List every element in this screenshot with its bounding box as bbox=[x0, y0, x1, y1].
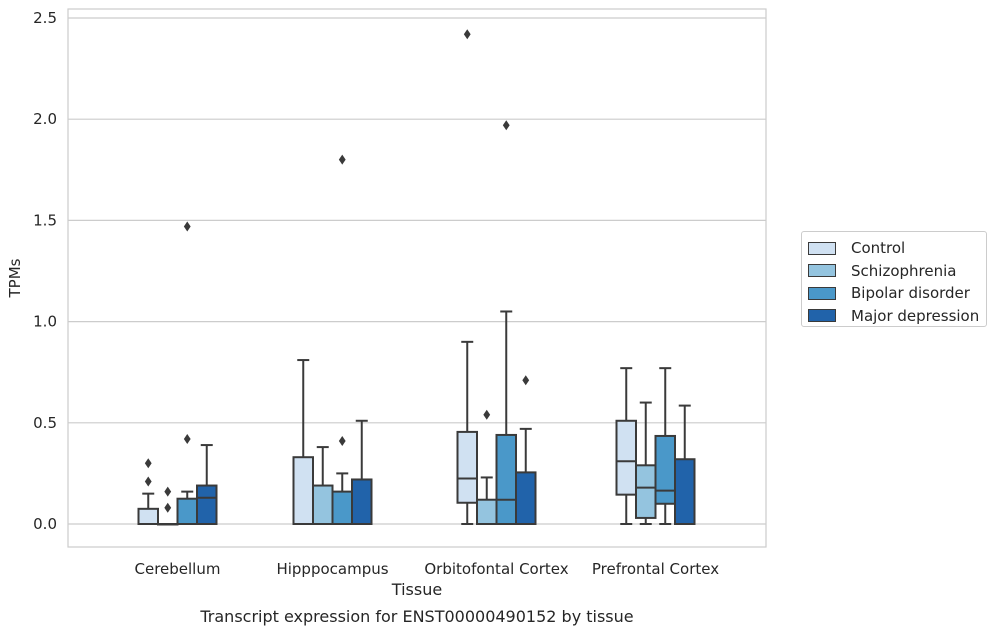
x-tick-label: Prefrontal Cortex bbox=[592, 560, 719, 578]
box-bipolar-disorder bbox=[176, 221, 198, 526]
outlier-marker bbox=[144, 458, 152, 469]
box-body bbox=[196, 484, 218, 526]
outlier-marker bbox=[463, 29, 471, 40]
box-control bbox=[456, 29, 478, 525]
box-body bbox=[654, 434, 676, 505]
outlier-marker bbox=[502, 120, 510, 131]
y-tick-label: 2.0 bbox=[33, 110, 57, 128]
box-body bbox=[351, 478, 373, 525]
box-body bbox=[495, 433, 517, 525]
legend-label: Bipolar disorder bbox=[851, 284, 970, 303]
box-body bbox=[312, 484, 334, 526]
box-body bbox=[615, 419, 637, 496]
box-body bbox=[515, 471, 537, 525]
legend-swatch bbox=[808, 241, 836, 255]
box-body bbox=[456, 430, 478, 504]
legend-item: Control bbox=[808, 237, 986, 260]
x-tick-label: Hipppocampus bbox=[276, 560, 388, 578]
outlier-marker bbox=[183, 221, 191, 232]
legend-label: Schizophrenia bbox=[851, 261, 957, 280]
box-plot-series bbox=[137, 29, 696, 526]
y-tick-label: 0.5 bbox=[33, 414, 57, 432]
outlier-marker bbox=[183, 433, 191, 444]
x-axis-label: Tissue bbox=[391, 580, 442, 599]
box-body bbox=[331, 490, 353, 525]
legend-swatch bbox=[808, 264, 836, 278]
y-axis-label: TPMs bbox=[6, 258, 24, 298]
box-major-depression bbox=[515, 375, 537, 525]
legend-item: Bipolar disorder bbox=[808, 282, 986, 305]
y-tick-label: 2.5 bbox=[33, 9, 57, 27]
box-control bbox=[615, 367, 637, 525]
box-schizophrenia bbox=[635, 401, 657, 525]
y-tick-label: 1.0 bbox=[33, 313, 57, 331]
legend-swatch bbox=[808, 286, 836, 300]
box-schizophrenia bbox=[157, 486, 179, 526]
box-body bbox=[176, 497, 198, 526]
outlier-marker bbox=[483, 409, 491, 420]
box-body bbox=[137, 507, 159, 526]
legend-item: Schizophrenia bbox=[808, 260, 986, 283]
y-tick-label: 1.5 bbox=[33, 211, 57, 229]
legend: Control Schizophrenia Bipolar disorder Majo… bbox=[801, 231, 987, 327]
box-schizophrenia bbox=[312, 446, 334, 526]
box-body bbox=[292, 456, 314, 526]
legend-item: Major depression bbox=[808, 305, 986, 328]
box-schizophrenia bbox=[476, 409, 498, 526]
outlier-marker bbox=[522, 375, 530, 386]
box-major-depression bbox=[196, 444, 218, 526]
box-major-depression bbox=[674, 404, 696, 525]
x-tick-label: Cerebellum bbox=[135, 560, 221, 578]
legend-swatch bbox=[808, 309, 836, 323]
plot-frame bbox=[67, 8, 767, 548]
y-tick-label: 0.0 bbox=[33, 515, 57, 533]
box-control bbox=[292, 359, 314, 526]
legend-label: Major depression bbox=[851, 306, 980, 325]
x-tick-label: Orbitofontal Cortex bbox=[424, 560, 568, 578]
chart-title: Transcript expression for ENST0000049015… bbox=[199, 607, 633, 626]
box-bipolar-disorder bbox=[654, 367, 676, 525]
box-body bbox=[674, 458, 696, 525]
x-tick-labels: Cerebellum Hipppocampus Orbitofontal Corte… bbox=[135, 560, 720, 578]
box-major-depression bbox=[351, 419, 373, 525]
outlier-marker bbox=[338, 154, 346, 165]
outlier-marker bbox=[338, 436, 346, 447]
legend-label: Control bbox=[851, 239, 906, 258]
box-body bbox=[635, 464, 657, 519]
outlier-marker bbox=[164, 502, 172, 513]
box-bipolar-disorder bbox=[331, 154, 353, 525]
outlier-marker bbox=[144, 476, 152, 487]
outlier-marker bbox=[164, 486, 172, 497]
box-control bbox=[137, 458, 159, 526]
box-body bbox=[476, 498, 498, 526]
y-tick-labels: 0.0 0.5 1.0 1.5 2.0 2.5 bbox=[33, 9, 57, 533]
